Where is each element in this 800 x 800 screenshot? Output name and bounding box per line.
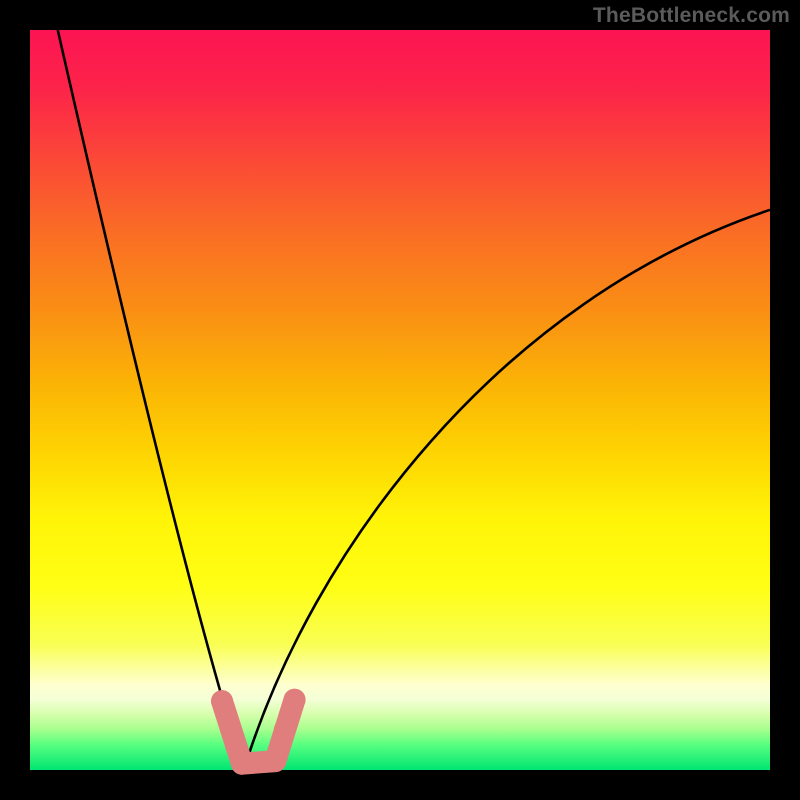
- highlight-marker-dot: [231, 753, 253, 775]
- chart-canvas: TheBottleneck.com: [0, 0, 800, 800]
- gradient-plot-area: [30, 30, 770, 770]
- highlight-marker-dot: [274, 718, 296, 740]
- bottleneck-chart-svg: [0, 0, 800, 800]
- highlight-marker-dot: [211, 690, 233, 712]
- highlight-marker-dot: [284, 689, 306, 711]
- watermark-label: TheBottleneck.com: [593, 4, 790, 28]
- highlight-marker-dot: [264, 750, 286, 772]
